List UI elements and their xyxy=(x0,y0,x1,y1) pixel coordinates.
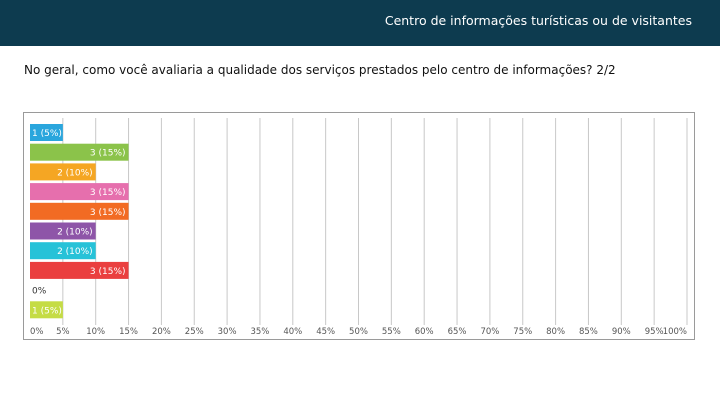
x-tick-label: 5% xyxy=(56,327,70,337)
bar-data-label: 1 (5%) xyxy=(32,129,62,139)
x-tick-label: 75% xyxy=(513,327,532,337)
x-tick-label: 15% xyxy=(119,327,138,337)
bar-data-label: 0% xyxy=(32,287,47,297)
x-tick-label: 25% xyxy=(185,327,204,337)
bar-data-label: 2 (10%) xyxy=(57,228,93,238)
x-tick-label: 0% xyxy=(30,327,44,337)
bar xyxy=(30,163,96,181)
x-tick-label: 70% xyxy=(480,327,499,337)
bar-data-label: 2 (10%) xyxy=(57,247,93,257)
x-tick-label: 20% xyxy=(152,327,171,337)
question-text: No geral, como você avaliaria a qualidad… xyxy=(24,63,616,77)
x-tick-label: 45% xyxy=(316,327,335,337)
bar xyxy=(30,261,129,279)
x-tick-label: 40% xyxy=(283,327,302,337)
header-title: Centro de informações turísticas ou de v… xyxy=(384,13,692,28)
bar-data-label: 3 (15%) xyxy=(90,188,126,198)
bar-data-label: 1 (5%) xyxy=(32,306,62,316)
x-tick-label: 85% xyxy=(579,327,598,337)
x-tick-label: 10% xyxy=(86,327,105,337)
x-tick-label: 95% xyxy=(645,327,664,337)
x-tick-label: 60% xyxy=(415,327,434,337)
x-tick-label: 55% xyxy=(382,327,401,337)
x-tick-label: 100% xyxy=(663,327,687,337)
bar xyxy=(30,242,96,260)
bar xyxy=(30,301,63,319)
x-tick-label: 80% xyxy=(546,327,565,337)
x-tick-label: 50% xyxy=(349,327,368,337)
bar-data-label: 3 (15%) xyxy=(90,208,126,218)
bar xyxy=(30,222,96,240)
bar xyxy=(30,143,129,161)
x-tick-label: 35% xyxy=(250,327,269,337)
bar xyxy=(30,202,129,220)
header-bar: Centro de informações turísticas ou de v… xyxy=(0,0,720,46)
x-tick-label: 65% xyxy=(448,327,467,337)
bar-data-label: 3 (15%) xyxy=(90,149,126,159)
bar xyxy=(30,183,129,201)
x-tick-label: 30% xyxy=(218,327,237,337)
x-tick-label: 90% xyxy=(612,327,631,337)
bar-data-label: 3 (15%) xyxy=(90,267,126,277)
bar-data-label: 2 (10%) xyxy=(57,168,93,178)
bar xyxy=(30,124,63,141)
